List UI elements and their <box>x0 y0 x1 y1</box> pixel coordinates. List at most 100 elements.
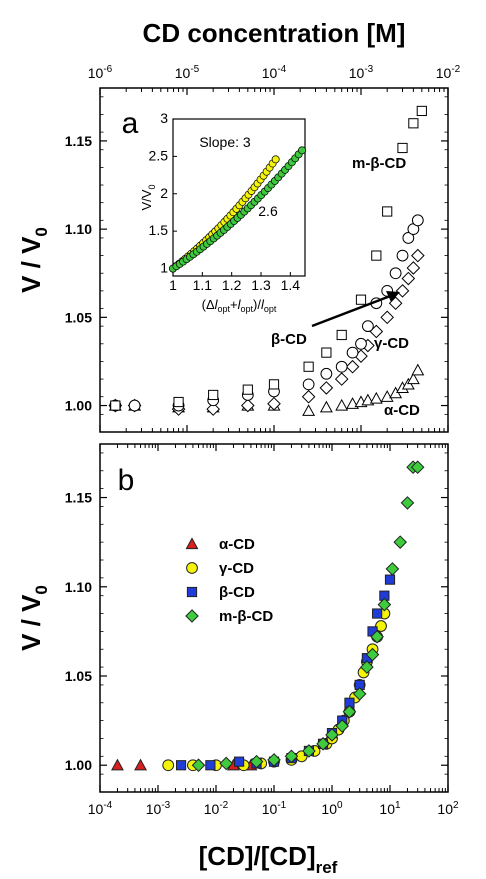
panel-a-arrowhead <box>386 291 400 302</box>
panel-a-arrow <box>311 293 394 328</box>
panel-a-point-γ-CD <box>334 372 349 386</box>
bottom-axis-tick-label: 10-3 <box>146 800 171 817</box>
panel-a-point-β-CD <box>396 249 409 262</box>
panel-b-point-β-CD <box>384 574 396 585</box>
panel-a-y-tick-label: 1.05 <box>65 309 92 325</box>
inset-y-tick-label: 2.5 <box>149 147 169 163</box>
inset-point <box>271 155 280 164</box>
panel-a-point-m-β-CD <box>242 384 253 395</box>
panel-b-point-m-β-CD <box>191 758 206 773</box>
panel-b-point-β-CD <box>233 756 245 767</box>
panel-a-point-m-β-CD <box>208 389 219 401</box>
panel-a-point-m-β-CD <box>336 329 347 341</box>
panel-b-point-γ-CD <box>162 759 175 772</box>
panel-a-y-axis-title: V / V0 <box>16 227 51 293</box>
inset-slope-label: Slope: 3 <box>199 134 251 150</box>
bottom-axis-tick-label: 101 <box>379 800 401 817</box>
panel-a-point-α-CD <box>406 372 420 385</box>
legend-label-α-CD: α-CD <box>219 536 255 553</box>
panel-b-point-α-CD <box>111 758 124 771</box>
panel-b-point-β-CD <box>175 760 187 771</box>
panel-a-label-gamma-cd: γ-CD <box>374 335 409 352</box>
legend-label-γ-CD: γ-CD <box>219 560 254 577</box>
bottom-axis-tick-label: 102 <box>437 800 459 817</box>
panel-a-point-γ-CD <box>345 359 360 374</box>
panel-a-point-β-CD <box>355 337 367 350</box>
panel-a-point-m-β-CD <box>408 118 419 129</box>
panel-a-point-β-CD <box>411 214 424 227</box>
inset-point <box>298 146 307 155</box>
panel-b-point-m-β-CD <box>284 749 299 764</box>
panel-a-point-m-β-CD <box>397 142 408 154</box>
panel-b-point-m-β-CD <box>316 737 330 751</box>
panel-a-point-α-CD <box>335 398 349 411</box>
bottom-axis-tick-label: 10-2 <box>204 800 229 817</box>
panel-a-point-m-β-CD <box>416 105 427 117</box>
legend-marker-γ-CD <box>186 562 198 574</box>
panel-a-point-α-CD <box>411 363 425 376</box>
panel-b-point-γ-CD <box>375 620 387 632</box>
inset-y-tick-label: 3 <box>160 110 168 126</box>
inset-x-tick-label: 1 <box>169 277 177 293</box>
panel-a-label-m-beta-cd: m-β-CD <box>352 155 406 172</box>
inset-x-label: (Δlopt+lopt)/lopt <box>202 297 277 314</box>
panel-b-point-β-CD <box>372 608 383 619</box>
panel-a-point-γ-CD <box>406 261 421 275</box>
panel-b-point-m-β-CD <box>352 687 367 701</box>
panel-a-point-β-CD <box>128 399 141 412</box>
panel-a-point-γ-CD <box>319 381 334 395</box>
panel-a-point-β-CD <box>320 367 333 380</box>
bottom-axis-title: [CD]/[CD]ref <box>199 841 338 877</box>
panel-b-point-m-β-CD <box>410 460 425 475</box>
panel-b-point-m-β-CD <box>219 756 234 771</box>
panel-b-point-m-β-CD <box>385 562 400 576</box>
panel-a-point-γ-CD <box>395 284 410 298</box>
panel-a-point-β-CD <box>346 346 359 359</box>
panel-b-point-m-β-CD <box>360 660 374 674</box>
panel-b-point-m-β-CD <box>302 744 316 758</box>
panel-b-point-m-β-CD <box>370 629 384 644</box>
inset-y-tick-label: 2 <box>160 185 168 201</box>
panel-b-y-tick-label: 1.10 <box>65 579 92 595</box>
panel-a-point-γ-CD <box>401 271 416 286</box>
legend-marker-m-β-CD <box>185 609 199 623</box>
panel-a-point-m-β-CD <box>355 294 367 305</box>
inset-y-tick-label: 1 <box>160 260 168 276</box>
top-axis-tick-label: 10-4 <box>262 64 287 81</box>
panel-b-letter: b <box>118 464 135 497</box>
legend-label-β-CD: β-CD <box>219 584 255 601</box>
panel-b-y-axis-title: V / V0 <box>16 585 51 651</box>
bottom-axis-tick-label: 100 <box>321 800 343 817</box>
inset-x-tick-label: 1.4 <box>281 277 301 293</box>
panel-a-y-tick-label: 1.10 <box>65 221 92 237</box>
inset-x-tick-label: 1.1 <box>193 277 213 293</box>
panel-b-y-tick-label: 1.05 <box>65 668 92 684</box>
panel-a-point-β-CD <box>402 232 415 244</box>
inset-x-tick-label: 1.2 <box>222 277 242 293</box>
panel-b-point-m-β-CD <box>249 754 264 769</box>
panel-a-point-γ-CD <box>206 402 220 416</box>
panel-b-point-β-CD <box>205 760 216 771</box>
inset-y-label: V/V0 <box>139 185 157 211</box>
bottom-axis-tick-label: 10-4 <box>88 800 113 817</box>
inset-y-tick-label: 1.5 <box>149 222 169 238</box>
panel-a-point-m-β-CD <box>321 347 332 358</box>
legend-marker-β-CD <box>186 586 198 598</box>
panel-b-frame <box>99 443 449 793</box>
panel-a-point-α-CD <box>319 400 333 413</box>
panel-a-point-m-β-CD <box>371 250 382 261</box>
panel-a-point-β-CD <box>389 267 402 280</box>
panel-a-point-m-β-CD <box>173 396 184 408</box>
inset-x-tick-label: 1.3 <box>251 277 271 293</box>
panel-b-point-m-β-CD <box>393 535 408 549</box>
panel-a-y-tick-label: 1.15 <box>65 133 92 149</box>
top-axis-tick-label: 10-5 <box>175 64 200 81</box>
panel-b-point-m-β-CD <box>377 597 392 612</box>
panel-a-point-m-β-CD <box>110 400 121 411</box>
panel-a-point-γ-CD <box>380 310 394 325</box>
panel-a-y-tick-label: 1.00 <box>65 398 92 414</box>
panel-a-point-β-CD <box>361 320 374 333</box>
panel-b-point-m-β-CD <box>342 704 357 719</box>
panel-a-point-β-CD <box>302 378 315 391</box>
